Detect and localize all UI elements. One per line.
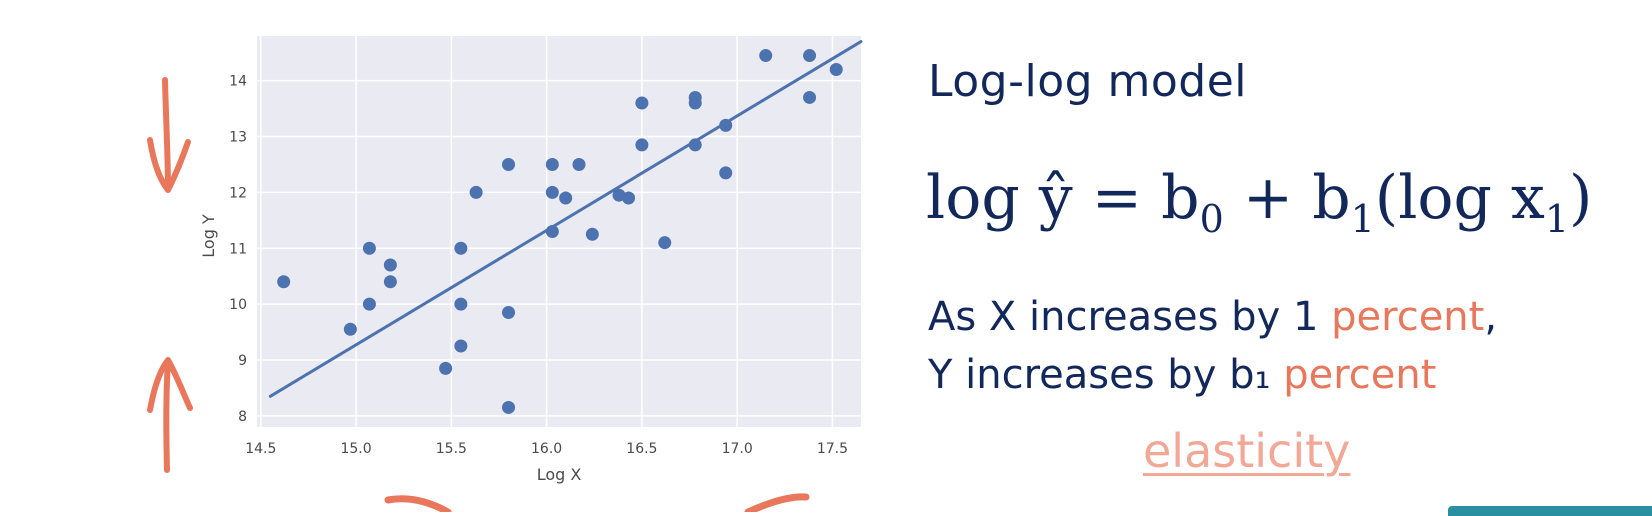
y-tick-label: 10 <box>229 297 247 313</box>
slide-title: Log-log model <box>928 56 1248 107</box>
interpretation-line-2: Y increases by b₁ percent <box>928 352 1437 398</box>
data-point <box>622 191 636 205</box>
data-point <box>803 49 817 63</box>
interpretation-text: As X increases by 1 percent, Y increases… <box>928 288 1648 404</box>
data-point <box>803 90 817 104</box>
regression-line <box>268 40 863 398</box>
corner-accent-bar <box>1448 506 1652 516</box>
data-point <box>277 275 291 289</box>
y-tick-labels: 8 9 10 11 12 13 14 <box>229 74 247 425</box>
formula-plus: + <box>1242 163 1294 233</box>
arc-stroke-icon <box>744 493 810 512</box>
data-point <box>454 339 468 353</box>
arrow-down-icon <box>147 77 191 193</box>
data-point <box>635 96 649 110</box>
formula-b0: b0 <box>1161 163 1224 241</box>
x-tick-label: 15.0 <box>340 441 371 457</box>
data-point <box>502 400 516 414</box>
x-tick-label: 16.0 <box>531 441 562 457</box>
data-point <box>545 157 559 171</box>
x-tick-labels: 14.5 15.0 15.5 16.0 16.5 17.0 17.5 <box>245 441 848 457</box>
y-tick-label: 14 <box>229 74 247 90</box>
data-point <box>719 166 733 180</box>
data-point <box>343 322 357 336</box>
x-tick-label: 14.5 <box>245 441 276 457</box>
data-point <box>454 241 468 255</box>
y-tick-label: 8 <box>238 409 247 425</box>
data-point <box>469 185 483 199</box>
data-point <box>829 63 843 77</box>
grid-x <box>260 36 834 427</box>
y-axis-label: Log Y <box>199 214 218 258</box>
x-tick-label: 16.5 <box>626 441 657 457</box>
data-points <box>277 49 843 414</box>
x-tick-label: 17.0 <box>722 441 753 457</box>
y-tick-label: 11 <box>229 241 247 257</box>
data-point <box>454 297 468 311</box>
data-point <box>439 361 453 375</box>
data-point <box>545 185 559 199</box>
data-point <box>362 241 376 255</box>
interpretation-line-1: As X increases by 1 percent, <box>928 294 1498 340</box>
data-point <box>383 275 397 289</box>
arc-stroke-icon <box>384 495 452 512</box>
formula-equals: = <box>1091 163 1143 233</box>
log-log-formula: log ŷ = b0 + b1(log x1) <box>926 163 1593 241</box>
formula-b1: b1 <box>1312 163 1375 241</box>
elasticity-label: elasticity <box>1143 424 1351 478</box>
data-point <box>383 258 397 272</box>
y-tick-label: 9 <box>238 353 247 369</box>
y-tick-label: 12 <box>229 185 247 201</box>
data-point <box>559 191 573 205</box>
x-axis-label: Log X <box>537 465 582 484</box>
data-point <box>688 96 702 110</box>
y-tick-label: 13 <box>229 130 247 146</box>
data-point <box>635 138 649 152</box>
data-point <box>759 49 773 63</box>
data-point <box>502 157 516 171</box>
x-tick-label: 15.5 <box>436 441 467 457</box>
data-point <box>572 157 586 171</box>
data-point <box>502 305 516 319</box>
data-point <box>658 236 672 250</box>
arrow-up-icon <box>147 357 193 473</box>
data-point <box>362 297 376 311</box>
formula-rhs: (log x1) <box>1374 163 1593 241</box>
grid-y <box>257 79 861 417</box>
x-tick-label: 17.5 <box>817 441 848 457</box>
formula-lhs: log ŷ <box>926 163 1073 233</box>
data-point <box>585 227 599 241</box>
